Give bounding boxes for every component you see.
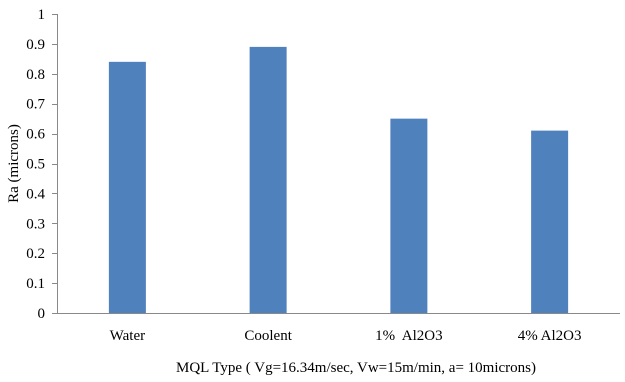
- x-axis-category-labels: Water Coolent 1% Al2O3 4% Al2O3: [110, 328, 582, 344]
- x-category-label: Coolent: [244, 328, 292, 344]
- y-tick-label: 0.2: [26, 246, 45, 262]
- y-tick-label: 0.3: [26, 216, 45, 232]
- y-tick-label: 0.4: [26, 186, 45, 202]
- y-tick-label: 0.6: [26, 127, 45, 143]
- x-category-label: 4% Al2O3: [518, 328, 582, 344]
- y-tick-label: 0.9: [26, 37, 45, 53]
- y-tick-label: 0.5: [26, 157, 45, 173]
- y-axis-ticks: 0 0.1 0.2 0.3 0.4 0.5 0.6 0.7 0.8 0.9 1: [26, 7, 57, 322]
- bars: [108, 46, 569, 314]
- x-category-label: Water: [110, 328, 145, 344]
- y-tick-label: 1: [38, 7, 46, 23]
- bar-2: [390, 118, 428, 314]
- y-tick-label: 0.8: [26, 67, 45, 83]
- bar-0: [108, 61, 146, 314]
- bar-3: [531, 130, 569, 313]
- y-tick-label: 0: [38, 306, 46, 322]
- x-axis-title: MQL Type ( Vg=16.34m/sec, Vw=15m/min, a=…: [176, 360, 536, 376]
- bar-1: [249, 46, 287, 313]
- y-axis-title: Ra (microns): [6, 124, 22, 203]
- x-category-label: 1% Al2O3: [375, 328, 443, 344]
- y-tick-label: 0.1: [26, 276, 45, 292]
- y-tick-label: 0.7: [26, 97, 45, 113]
